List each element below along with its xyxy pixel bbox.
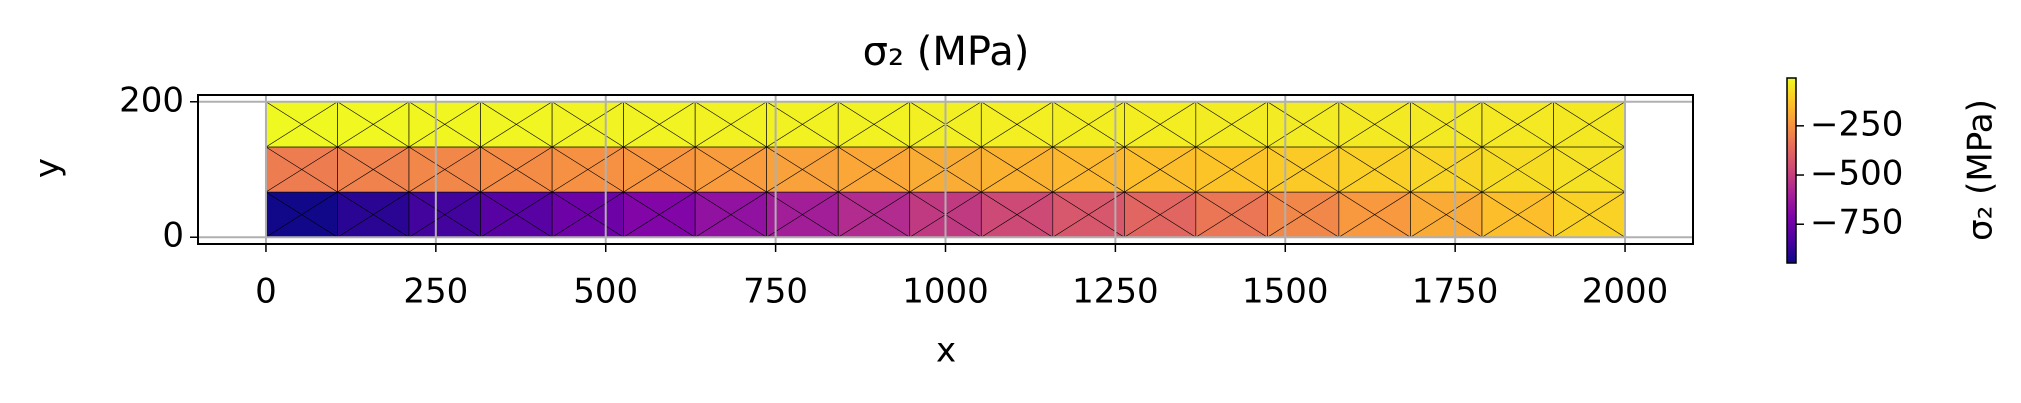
mesh-edge bbox=[1195, 101, 1268, 148]
x-tick-label: 2000 bbox=[1582, 272, 1669, 312]
mesh-edge bbox=[1124, 146, 1197, 193]
mesh-edge bbox=[337, 146, 410, 193]
colorbar-tick-label: −250 bbox=[1810, 104, 1903, 144]
mesh-edge bbox=[838, 191, 910, 238]
x-tick-label: 1250 bbox=[1072, 272, 1159, 312]
mesh-edge bbox=[551, 191, 624, 238]
mesh-edge bbox=[480, 146, 553, 193]
mesh-edge bbox=[265, 191, 338, 238]
mesh-edge bbox=[623, 101, 696, 148]
colorbar bbox=[1786, 77, 1797, 264]
mesh-edge bbox=[1481, 101, 1554, 148]
mesh-edge bbox=[1195, 146, 1268, 193]
mesh-edge bbox=[1195, 191, 1268, 238]
mesh-edge bbox=[265, 146, 338, 193]
mesh-edge bbox=[1267, 101, 1340, 148]
mesh-edge bbox=[838, 146, 910, 193]
y-axis-label: y bbox=[28, 158, 68, 178]
mesh-edge bbox=[623, 146, 696, 193]
mesh-edge bbox=[766, 191, 839, 238]
mesh-edge bbox=[981, 101, 1053, 148]
mesh-edge bbox=[1338, 191, 1411, 238]
mesh-edge bbox=[1553, 191, 1626, 238]
mesh-edge bbox=[694, 101, 767, 148]
mesh-edge bbox=[337, 101, 410, 148]
mesh-edge bbox=[981, 146, 1053, 193]
mesh-edge bbox=[766, 146, 839, 193]
chart-title: σ₂ (MPa) bbox=[863, 29, 1030, 75]
mesh-edge bbox=[1052, 101, 1125, 148]
mesh-edge bbox=[551, 146, 624, 193]
mesh-edge bbox=[1052, 146, 1125, 193]
mesh-edge bbox=[1124, 191, 1197, 238]
colorbar-tick-label: −750 bbox=[1810, 203, 1903, 243]
x-tick-label: 250 bbox=[403, 272, 468, 312]
y-tick-label: 0 bbox=[162, 216, 184, 256]
mesh-edge bbox=[1267, 191, 1340, 238]
colorbar-label: σ₂ (MPa) bbox=[1961, 99, 2001, 241]
mesh-edge bbox=[1553, 146, 1626, 193]
mesh-edge bbox=[408, 146, 481, 193]
y-tick-label: 200 bbox=[119, 80, 184, 120]
x-tick-label: 0 bbox=[255, 272, 277, 312]
mesh-edge bbox=[694, 146, 767, 193]
x-tick-label: 1000 bbox=[902, 272, 989, 312]
mesh-edge bbox=[408, 191, 481, 238]
mesh-edge bbox=[1553, 101, 1626, 148]
mesh-edge bbox=[1481, 191, 1554, 238]
mesh-edge bbox=[766, 101, 839, 148]
mesh-edge bbox=[265, 101, 338, 148]
x-tick-label: 1750 bbox=[1412, 272, 1499, 312]
mesh-edge bbox=[1410, 191, 1483, 238]
mesh-edge bbox=[1410, 146, 1483, 193]
axes-frame bbox=[197, 94, 1694, 245]
mesh-edge bbox=[694, 191, 767, 238]
mesh-edge bbox=[623, 191, 696, 238]
mesh-edge bbox=[1267, 146, 1340, 193]
mesh-edge bbox=[480, 101, 553, 148]
x-axis-label: x bbox=[936, 331, 956, 371]
mesh-edge bbox=[1052, 191, 1125, 238]
mesh-edge bbox=[838, 101, 910, 148]
x-tick-label: 500 bbox=[573, 272, 638, 312]
mesh-edge bbox=[1338, 101, 1411, 148]
mesh-edge bbox=[408, 101, 481, 148]
mesh-edge bbox=[337, 191, 410, 238]
x-tick-label: 750 bbox=[743, 272, 808, 312]
mesh-edge bbox=[480, 191, 553, 238]
mesh-edge bbox=[1124, 101, 1197, 148]
colorbar-tick-label: −500 bbox=[1810, 154, 1903, 194]
mesh-edge bbox=[551, 101, 624, 148]
mesh-edge bbox=[981, 191, 1053, 238]
x-tick-label: 1500 bbox=[1242, 272, 1329, 312]
mesh-edge bbox=[1481, 146, 1554, 193]
mesh-edge bbox=[1410, 101, 1483, 148]
mesh-edge bbox=[1338, 146, 1411, 193]
